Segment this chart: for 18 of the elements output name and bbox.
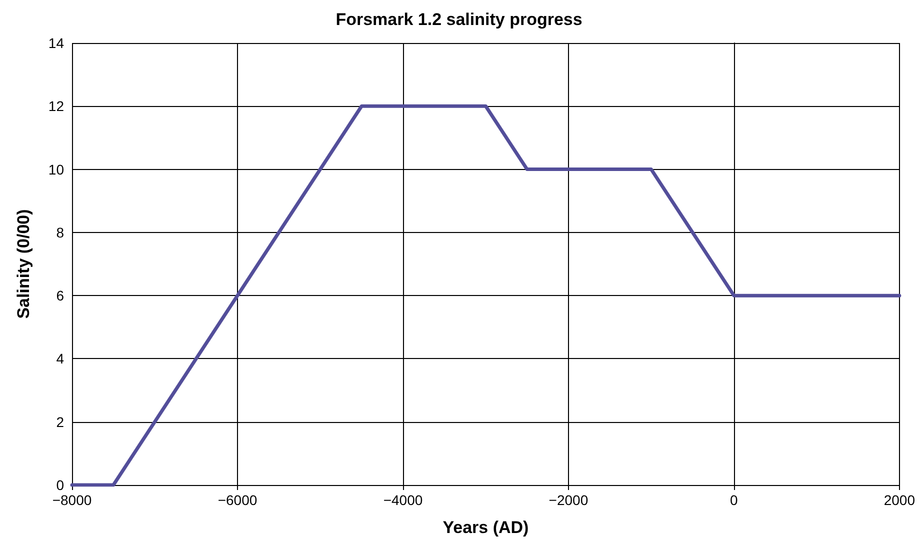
y-axis-title: Salinity (0/00) <box>14 209 33 319</box>
x-tick-label: −4000 <box>383 492 423 508</box>
x-tick-label: −8000 <box>52 492 92 508</box>
line-series <box>70 104 902 487</box>
x-tick-label: −6000 <box>218 492 258 508</box>
y-tick-label: 14 <box>48 35 64 51</box>
y-tick-label: 2 <box>56 414 64 430</box>
y-tick-label: 0 <box>56 477 64 493</box>
y-tick-label: 8 <box>56 224 64 240</box>
x-tick-label: 0 <box>730 492 738 508</box>
x-axis-title: Years (AD) <box>442 518 529 537</box>
y-tick-label: 4 <box>56 350 64 367</box>
chart-title: Forsmark 1.2 salinity progress <box>336 10 582 29</box>
y-tick-label: 12 <box>48 98 64 114</box>
y-tick-label: 6 <box>56 288 64 304</box>
y-tick-label: 10 <box>48 161 64 178</box>
x-tick-label: −2000 <box>548 492 588 508</box>
x-tick-label: 2000 <box>884 492 916 508</box>
